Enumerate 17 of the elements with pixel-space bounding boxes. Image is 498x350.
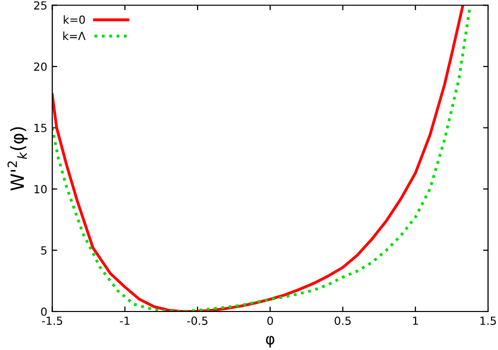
y-axis-title: W'$^{2}$$_{k}$(φ) <box>8 127 28 191</box>
y-tick-label: 25 <box>34 1 46 10</box>
legend-label: k=Λ <box>63 32 86 40</box>
y-tick-label: 0 <box>41 307 47 316</box>
y-tick-label: 5 <box>41 246 46 255</box>
y-tick-label: 20 <box>34 62 47 71</box>
x-tick-label: 1.5 <box>480 316 496 325</box>
y-tick-label: 10 <box>34 184 47 194</box>
x-tick-label: -1 <box>120 316 130 325</box>
x-tick-label: 0.5 <box>334 316 351 325</box>
x-axis-title: φ <box>266 336 274 348</box>
x-tick-label: 0 <box>267 316 273 325</box>
legend-label: k=0 <box>64 15 85 24</box>
y-tick-label: 15 <box>34 124 46 132</box>
x-tick-label: -0.5 <box>187 316 208 325</box>
x-tick-label: -1.5 <box>42 316 62 325</box>
x-tick-label: 1 <box>413 316 418 325</box>
